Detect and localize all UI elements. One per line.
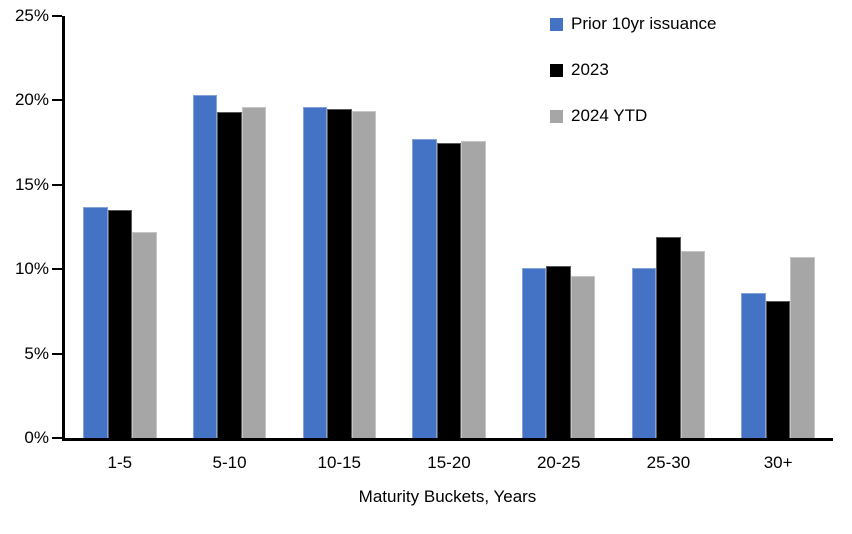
legend-label: Prior 10yr issuance bbox=[571, 14, 717, 33]
legend-swatch-icon bbox=[550, 109, 563, 123]
y-axis-label: 25% bbox=[14, 6, 49, 25]
bar bbox=[351, 110, 377, 438]
x-axis-title: Maturity Buckets, Years bbox=[358, 487, 537, 506]
bar bbox=[412, 139, 437, 438]
bar bbox=[241, 107, 267, 438]
y-axis-label: 5% bbox=[24, 343, 49, 363]
legend: Prior 10yr issuance 2023 2024 YTD bbox=[550, 13, 717, 151]
bar bbox=[656, 237, 681, 438]
bar bbox=[217, 112, 242, 438]
bar bbox=[327, 108, 352, 438]
x-axis-label: 1-5 bbox=[107, 453, 133, 472]
y-axis-label: 10% bbox=[14, 259, 49, 279]
legend-item: Prior 10yr issuance bbox=[550, 13, 717, 35]
bar bbox=[436, 142, 462, 438]
plot-area: 0% 5% 10% 15% 20% 25% 1-5 5-10 10-15 15-20 20-25 25… bbox=[15, 6, 833, 472]
bar bbox=[546, 265, 571, 438]
x-axis-label: 15-20 bbox=[427, 453, 471, 472]
bar bbox=[790, 257, 815, 438]
bar bbox=[741, 292, 766, 438]
legend-swatch-icon bbox=[550, 17, 563, 31]
bar bbox=[107, 210, 133, 438]
bar bbox=[570, 275, 596, 438]
y-axis-tick bbox=[52, 437, 62, 439]
y-axis-label: 15% bbox=[14, 174, 49, 194]
bar bbox=[765, 301, 791, 438]
bar bbox=[132, 232, 157, 438]
x-axis-label: 25-30 bbox=[646, 453, 691, 472]
legend-label: 2023 bbox=[571, 60, 609, 79]
y-axis-tick bbox=[52, 99, 62, 102]
y-axis-label: 20% bbox=[14, 90, 49, 110]
y-axis-tick bbox=[52, 183, 62, 186]
bar bbox=[302, 107, 328, 438]
y-axis-label: 0% bbox=[24, 428, 49, 447]
bar bbox=[83, 206, 108, 438]
y-axis-tick bbox=[52, 352, 62, 355]
legend-swatch-icon bbox=[550, 63, 563, 77]
bar bbox=[680, 250, 706, 438]
legend-item: 2023 bbox=[550, 59, 717, 81]
bar bbox=[521, 267, 547, 438]
legend-label: 2024 YTD bbox=[571, 106, 648, 125]
y-axis-tick bbox=[52, 268, 62, 271]
bar bbox=[461, 140, 486, 438]
legend-item: 2024 YTD bbox=[550, 105, 717, 127]
bar bbox=[192, 95, 218, 438]
x-axis-label: 5-10 bbox=[212, 453, 247, 472]
y-axis-tick bbox=[52, 15, 62, 17]
x-axis-label: 10-15 bbox=[317, 453, 362, 472]
x-axis-label: 30+ bbox=[763, 453, 793, 472]
bar bbox=[631, 267, 657, 438]
x-axis-label: 20-25 bbox=[536, 453, 581, 472]
